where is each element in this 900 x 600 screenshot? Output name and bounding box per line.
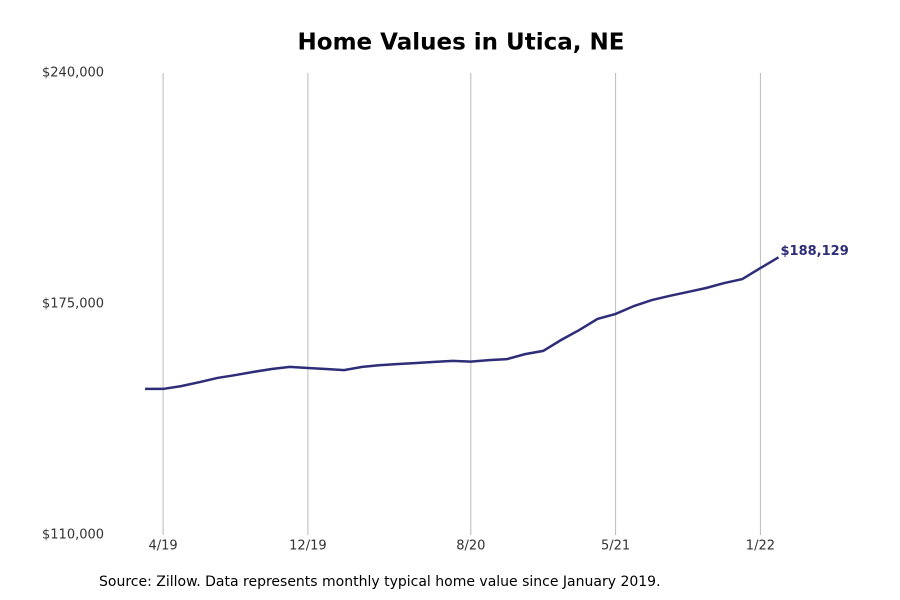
x-tick-label: 12/19 — [289, 539, 326, 554]
line-series — [145, 256, 780, 391]
y-tick-label: $175,000 — [42, 297, 104, 312]
x-tick-label: 8/20 — [456, 539, 485, 554]
x-tick-label: 1/22 — [746, 539, 775, 554]
source-note: Source: Zillow. Data represents monthly … — [99, 574, 661, 590]
x-tick-label: 5/21 — [601, 539, 630, 554]
y-tick-label: $240,000 — [42, 66, 104, 81]
y-tick-label: $110,000 — [42, 528, 104, 543]
data-label: $188,129 — [781, 244, 849, 259]
chart-title: Home Values in Utica, NE — [298, 30, 625, 56]
x-tick-label: 4/19 — [148, 539, 177, 554]
